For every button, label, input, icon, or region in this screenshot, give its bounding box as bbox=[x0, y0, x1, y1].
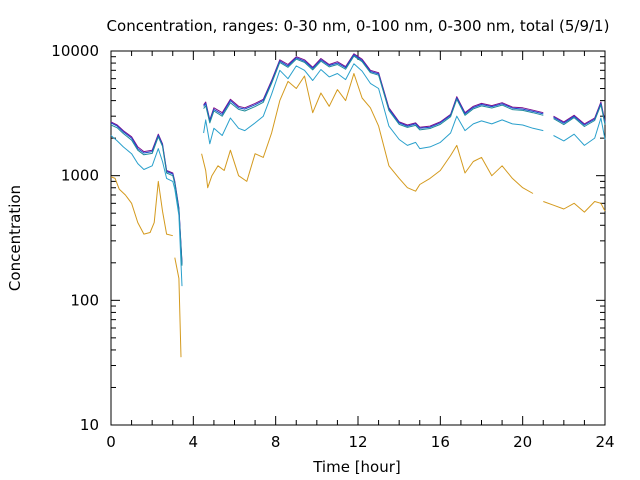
series-line-3 bbox=[203, 55, 544, 131]
x-tick-label: 4 bbox=[189, 433, 199, 451]
series-line-1 bbox=[110, 121, 183, 263]
y-axis-label: Concentration bbox=[6, 185, 24, 291]
x-tick-label: 16 bbox=[431, 433, 450, 451]
series-line-5 bbox=[174, 257, 182, 358]
series-line-2 bbox=[553, 102, 606, 126]
chart-title: Concentration, ranges: 0-30 nm, 0-100 nm… bbox=[107, 17, 610, 35]
x-tick-label: 0 bbox=[106, 433, 116, 451]
y-tick-label: 10000 bbox=[51, 42, 99, 60]
x-tick-label: 12 bbox=[348, 433, 367, 451]
series-line-2 bbox=[203, 54, 544, 129]
series-line-1 bbox=[203, 53, 544, 128]
series-line-3 bbox=[110, 124, 183, 266]
x-tick-label: 20 bbox=[513, 433, 532, 451]
y-axis: 10 100 1000 10000 bbox=[51, 42, 605, 434]
series-group bbox=[110, 53, 606, 358]
y-tick-label: 10 bbox=[80, 416, 99, 434]
plot-frame bbox=[110, 50, 606, 426]
y-tick-label: 100 bbox=[70, 291, 99, 309]
series-line-5 bbox=[110, 176, 173, 237]
series-line-1 bbox=[553, 101, 606, 125]
series-line-5 bbox=[201, 73, 534, 194]
series-line-2 bbox=[110, 122, 183, 265]
x-tick-label: 8 bbox=[271, 433, 281, 451]
y-tick-label: 1000 bbox=[61, 167, 99, 185]
x-axis: 0 4 8 12 16 20 24 bbox=[106, 51, 615, 451]
series-line-4 bbox=[553, 117, 606, 146]
series-line-5 bbox=[543, 201, 606, 213]
series-line-4 bbox=[110, 135, 183, 287]
x-tick-label: 24 bbox=[595, 433, 614, 451]
x-axis-label: Time [hour] bbox=[312, 458, 401, 476]
series-line-3 bbox=[553, 104, 606, 127]
series-line-4 bbox=[203, 63, 544, 150]
